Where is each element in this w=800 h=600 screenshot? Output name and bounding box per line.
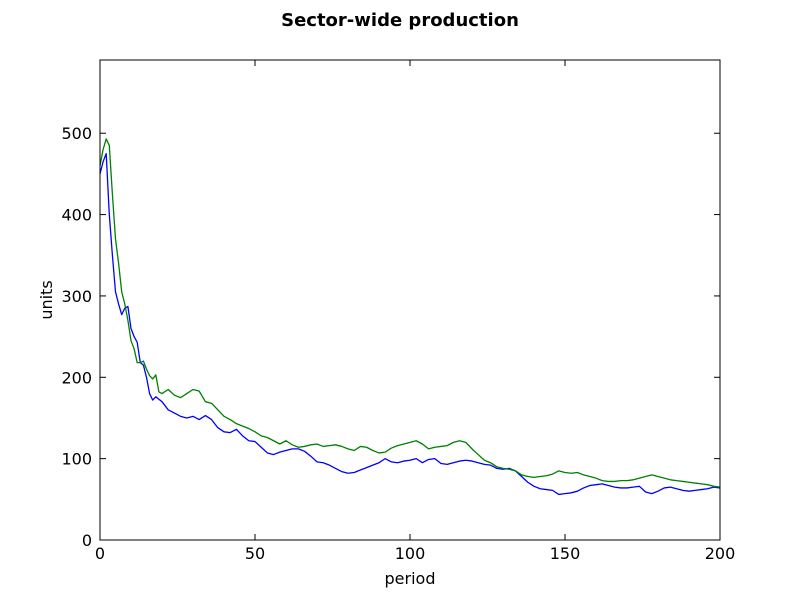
- x-tick-label: 50: [245, 544, 265, 563]
- y-tick-label: 400: [61, 206, 92, 225]
- series-line-2: [99, 138, 721, 488]
- x-tick-label: 100: [395, 544, 426, 563]
- chart-title: Sector-wide production: [281, 10, 519, 31]
- y-tick-label: 100: [61, 450, 92, 469]
- y-tick-label: 300: [61, 287, 92, 306]
- y-tick-label: 200: [61, 368, 92, 387]
- y-tick-label: 500: [61, 124, 92, 143]
- series-layer: [99, 138, 721, 496]
- plot-frame: [99, 59, 721, 541]
- x-tick-label: 150: [550, 544, 581, 563]
- y-axis-label: units: [37, 280, 56, 319]
- x-tick-label: 200: [705, 544, 736, 563]
- x-axis-label: period: [385, 569, 436, 588]
- ticks-layer: 0 50 100 150 200 0 100 200 300 400 500: [61, 60, 735, 563]
- series-line-1: [99, 152, 721, 496]
- x-tick-label: 0: [95, 544, 105, 563]
- y-tick-label: 0: [82, 531, 92, 550]
